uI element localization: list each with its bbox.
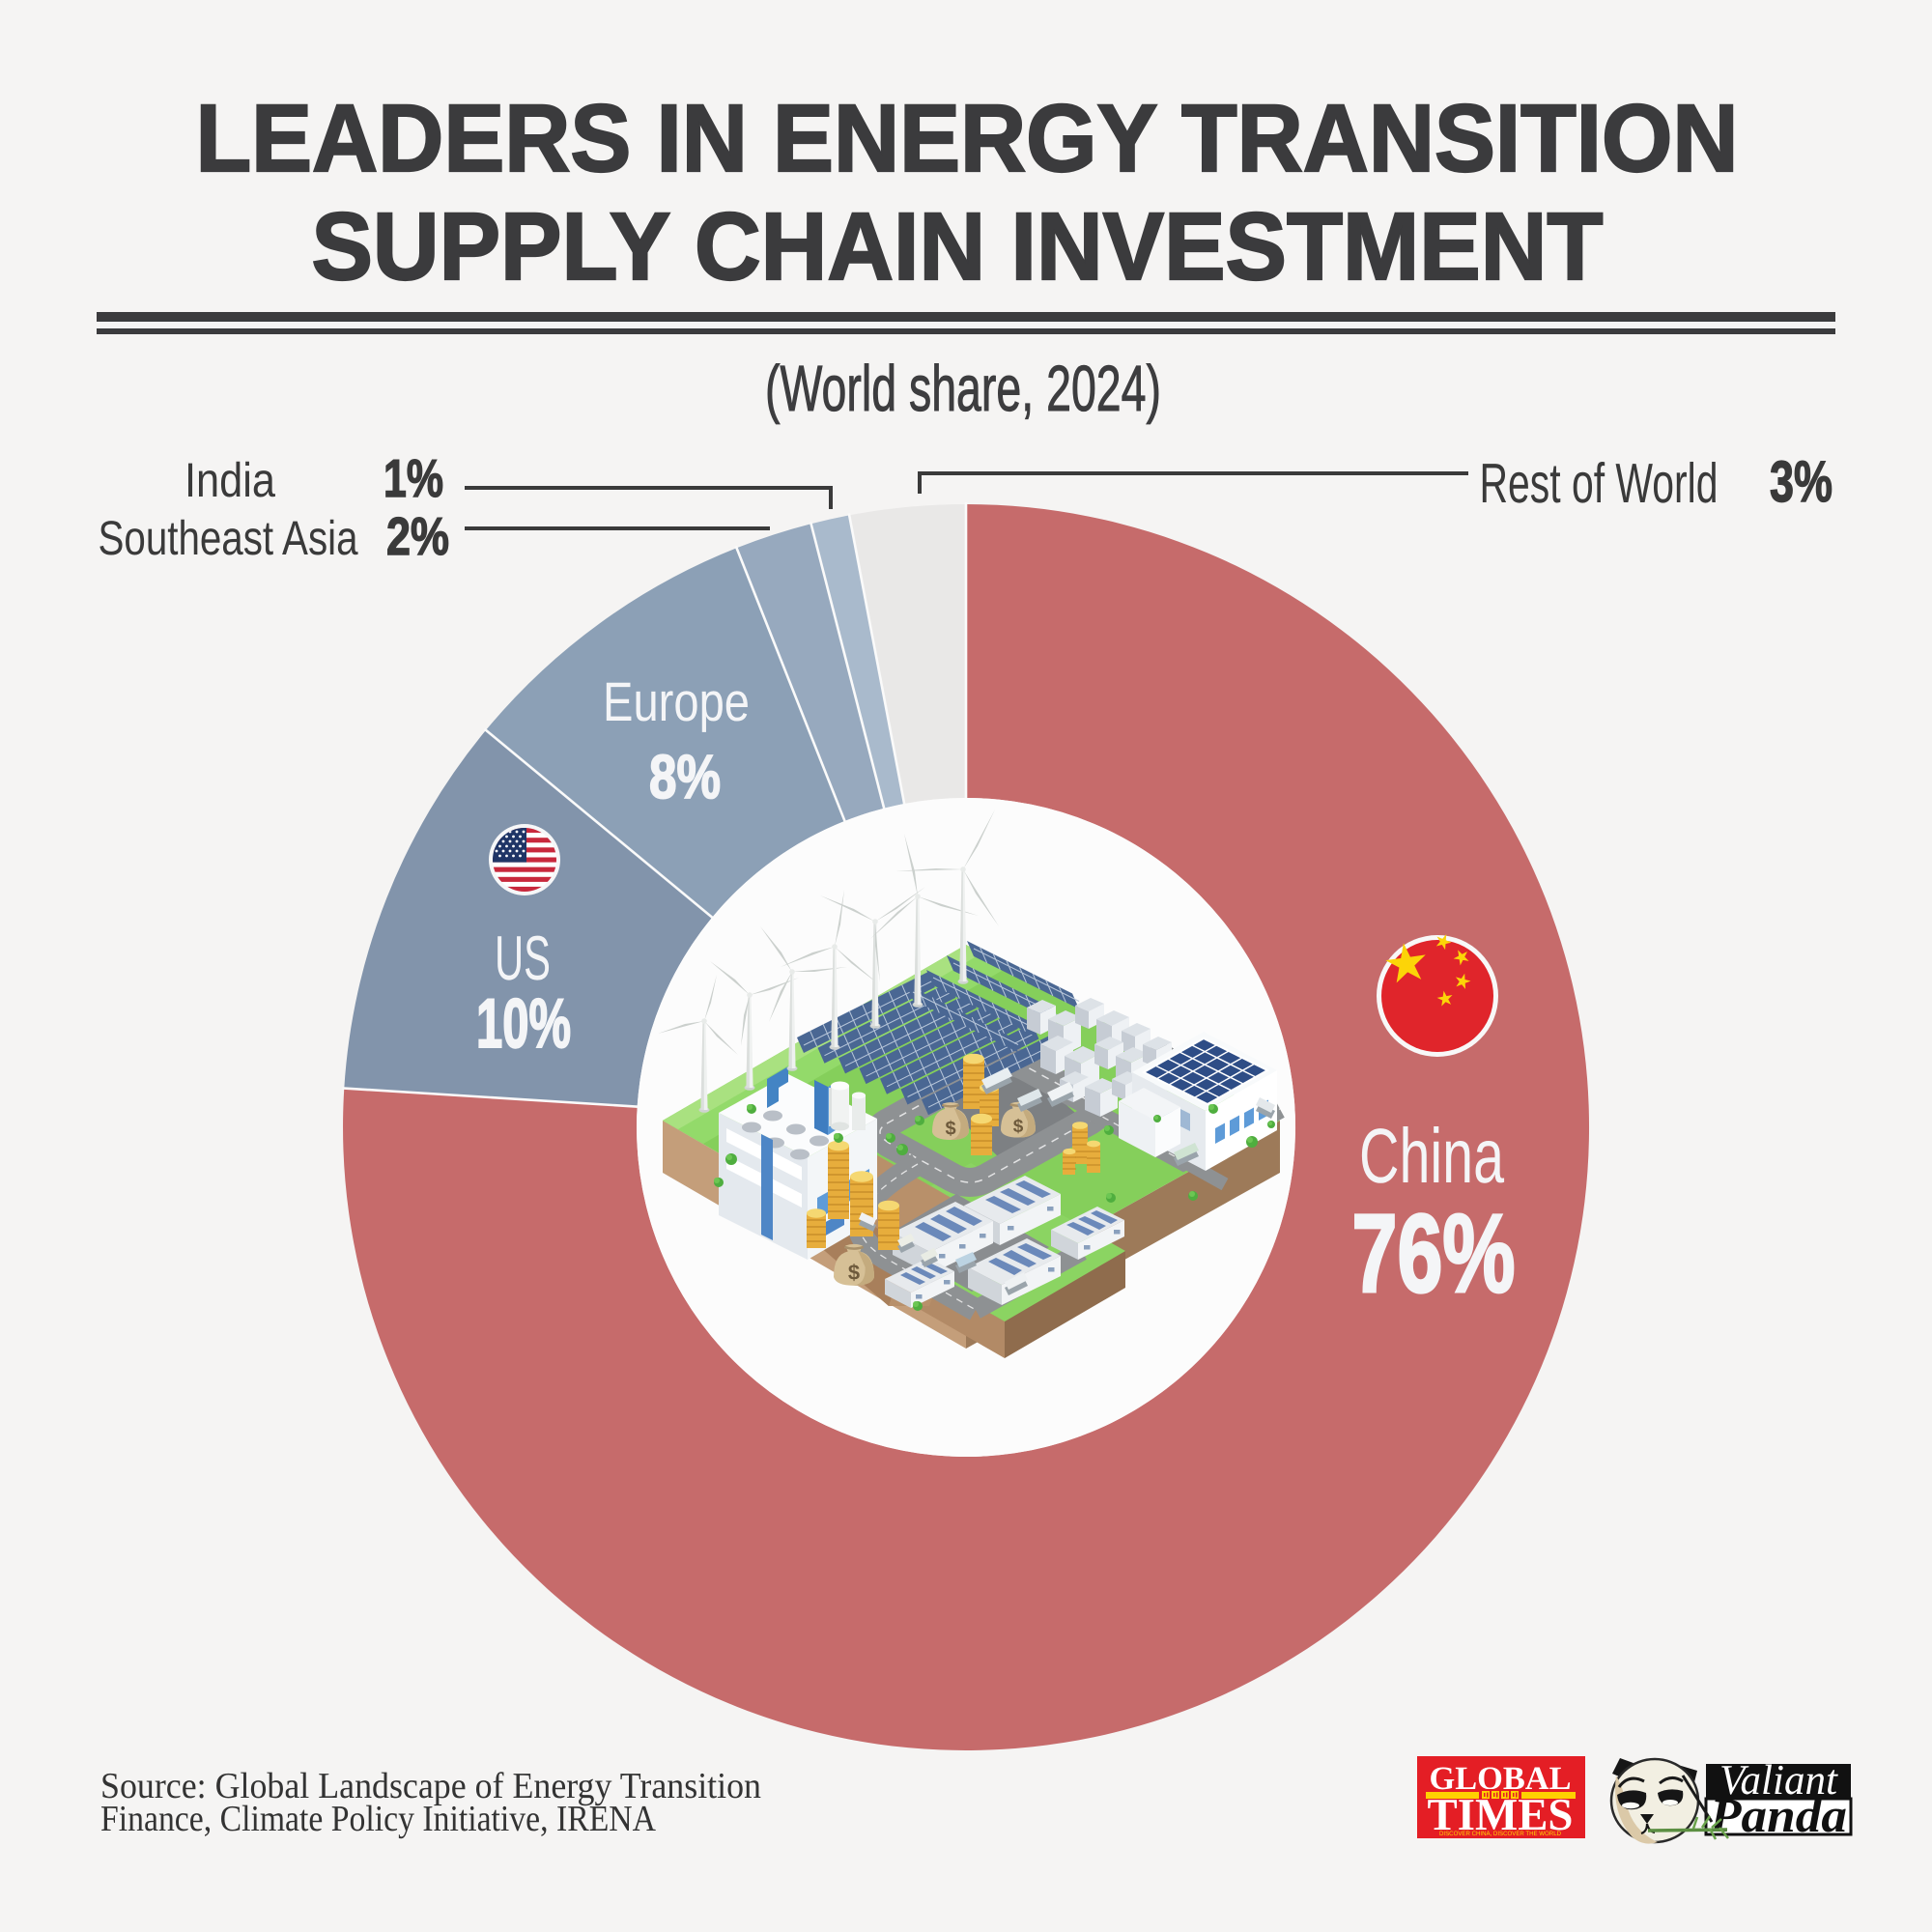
svg-text:$: $: [1013, 1117, 1024, 1137]
svg-text:US: US: [495, 923, 551, 993]
svg-text:TIMES: TIMES: [1428, 1790, 1574, 1840]
svg-text:Panda: Panda: [1709, 1788, 1847, 1842]
svg-text:$: $: [945, 1118, 955, 1139]
svg-text:Valiant: Valiant: [1719, 1756, 1839, 1804]
svg-text:Southeast Asia: Southeast Asia: [99, 511, 358, 565]
svg-text:76%: 76%: [1352, 1192, 1516, 1316]
svg-text:Finance, Climate Policy Initia: Finance, Climate Policy Initiative, IREN…: [100, 1799, 656, 1839]
svg-text:$: $: [848, 1261, 860, 1285]
svg-text:China: China: [1359, 1113, 1504, 1199]
svg-text:2%: 2%: [386, 506, 449, 566]
svg-text:LEADERS IN ENERGY TRANSITION: LEADERS IN ENERGY TRANSITION: [196, 84, 1739, 191]
svg-text:10%: 10%: [476, 985, 571, 1063]
svg-text:SUPPLY CHAIN INVESTMENT: SUPPLY CHAIN INVESTMENT: [312, 192, 1604, 299]
svg-text:DISCOVER CHINA, DISCOVER THE W: DISCOVER CHINA, DISCOVER THE WORLD: [1439, 1831, 1561, 1837]
svg-text:India: India: [185, 453, 275, 507]
svg-text:1%: 1%: [384, 448, 443, 508]
svg-text:Rest of World: Rest of World: [1480, 452, 1719, 515]
svg-text:(World share, 2024): (World share, 2024): [765, 353, 1161, 425]
svg-text:3%: 3%: [1770, 449, 1833, 514]
svg-text:Europe: Europe: [603, 671, 750, 733]
svg-text:Source: Global Landscape of En: Source: Global Landscape of Energy Trans…: [100, 1766, 761, 1806]
svg-text:8%: 8%: [649, 742, 721, 811]
